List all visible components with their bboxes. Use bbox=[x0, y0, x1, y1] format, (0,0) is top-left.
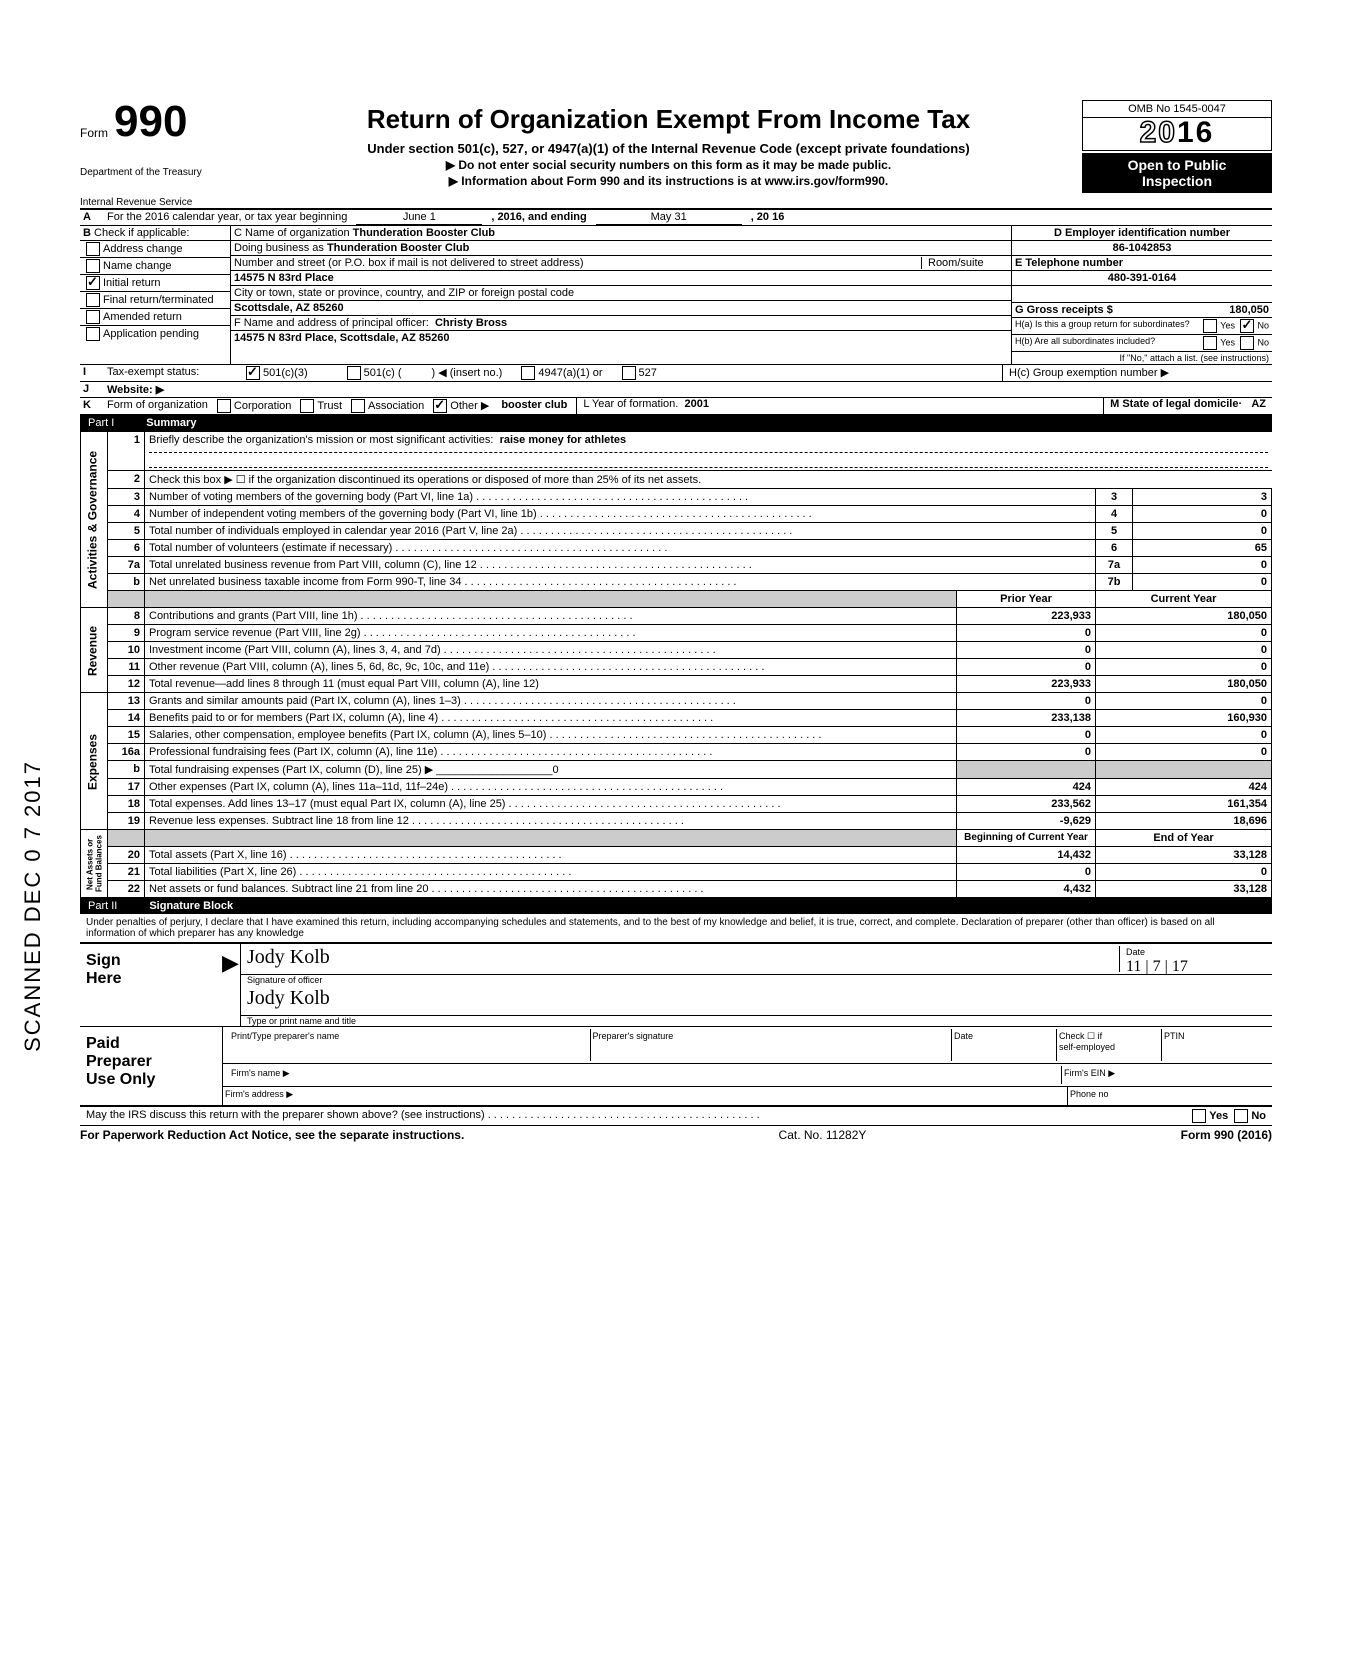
side-netassets: Net Assets or Fund Balances bbox=[81, 830, 108, 898]
signature-block: Sign Here ▶ Jody Kolb Date11 | 7 | 17 Si… bbox=[80, 943, 1272, 1107]
side-revenue: Revenue bbox=[81, 608, 108, 693]
telephone: 480-391-0164 bbox=[1012, 271, 1272, 286]
tax-year: 2016 bbox=[1082, 117, 1272, 151]
form-number: 990 bbox=[114, 100, 187, 144]
part-ii-header: Part II Signature Block bbox=[80, 898, 1272, 914]
form-sub2: ▶ Do not enter social security numbers o… bbox=[255, 158, 1082, 172]
form-label: Form bbox=[80, 126, 108, 140]
perjury-text: Under penalties of perjury, I declare th… bbox=[80, 914, 1272, 943]
row-a: A For the 2016 calendar year, or tax yea… bbox=[80, 210, 1272, 226]
page-footer: For Paperwork Reduction Act Notice, see … bbox=[80, 1128, 1272, 1142]
scanned-stamp: SCANNED DEC 0 7 2017 bbox=[20, 760, 46, 1052]
summary-table: Activities & Governance 1 Briefly descri… bbox=[80, 431, 1272, 898]
gross-receipts: 180,050 bbox=[1229, 304, 1269, 316]
dept-treasury: Department of the Treasury bbox=[80, 166, 255, 178]
omb-number: OMB No 1545-0047 bbox=[1082, 100, 1272, 117]
form-header: Form 990 Department of the Treasury Inte… bbox=[80, 100, 1272, 210]
row-k: K Form of organization Corporation Trust… bbox=[80, 398, 1272, 415]
form-subtitle: Under section 501(c), 527, or 4947(a)(1)… bbox=[255, 141, 1082, 156]
discuss-row: May the IRS discuss this return with the… bbox=[80, 1107, 1272, 1126]
form-title: Return of Organization Exempt From Incom… bbox=[255, 104, 1082, 135]
form-sub3: ▶ Information about Form 990 and its ins… bbox=[255, 174, 1082, 188]
begin-date: June 1 bbox=[356, 210, 482, 225]
side-activities: Activities & Governance bbox=[81, 432, 108, 608]
end-date: May 31 bbox=[596, 210, 742, 225]
ein: 86-1042853 bbox=[1012, 241, 1272, 256]
row-j: J Website: ▶ bbox=[80, 382, 1272, 398]
dept-irs: Internal Revenue Service bbox=[80, 196, 255, 208]
open-to-public: Open to Public Inspection bbox=[1082, 153, 1272, 193]
section-b-h: B Check if applicable: Address change Na… bbox=[80, 226, 1272, 365]
side-expenses: Expenses bbox=[81, 693, 108, 830]
city: Scottsdale, AZ 85260 bbox=[231, 301, 1011, 316]
part-i-header: Part I Summary bbox=[80, 415, 1272, 431]
form-990-page: SCANNED DEC 0 7 2017 Form 990 Department… bbox=[0, 0, 1352, 1676]
row-i: I Tax-exempt status: 501(c)(3) 501(c) ()… bbox=[80, 365, 1272, 382]
org-name: Thunderation Booster Club bbox=[353, 227, 495, 239]
street: 14575 N 83rd Place bbox=[231, 271, 1011, 286]
